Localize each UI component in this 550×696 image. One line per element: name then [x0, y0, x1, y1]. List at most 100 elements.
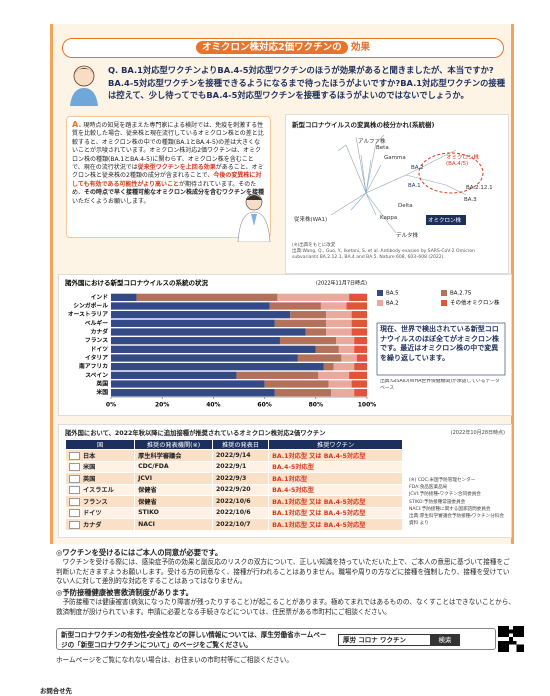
cell-text: BA.4-5対応型 — [272, 464, 314, 472]
tree-label: BA.2.12.1 — [466, 185, 493, 191]
cell-text: BA.1対応型 又は BA.4-5対応型 — [272, 452, 366, 460]
table-row: イスラエル 保健省 2022/9/20 BA.4-5対応型 — [64, 483, 403, 496]
person-icon — [70, 65, 98, 106]
cell-text: BA.4-5対応型 — [272, 487, 314, 495]
table-cell: 英国 — [64, 472, 136, 485]
contact: お問合せ先 — [40, 687, 72, 695]
bar-segment — [356, 354, 367, 362]
x-tick-label: 80% — [309, 402, 323, 409]
table-row: 英国 JCVI 2022/9/3 BA.1対応型 — [64, 472, 403, 485]
bar-segment — [326, 319, 352, 327]
bar-segment — [305, 328, 327, 336]
y-tick-label: スペイン — [85, 372, 108, 379]
cell-text: STIKO — [138, 509, 159, 517]
bar-segment — [290, 311, 327, 319]
table-cell: 2022/10/6 — [211, 506, 270, 519]
y-tick-label: 米国 — [95, 388, 108, 396]
tree-label: デルタ株 — [396, 233, 419, 239]
search-button[interactable]: 検索 — [430, 634, 460, 646]
bar-segment — [277, 293, 350, 301]
banner: オミクロン株対応2価ワクチンの 効果 — [62, 38, 504, 58]
bar-segment — [326, 311, 352, 319]
table-cell: BA.1対応型 又は BA.4-5対応型 — [268, 495, 403, 508]
chart-source: 出典:GISAID(WHA世界保健機関)が承認しているデータベース — [380, 379, 500, 391]
flag-icon — [69, 486, 80, 495]
table-cell: STIKO — [134, 506, 213, 519]
tree-label: アルファ株 — [358, 139, 386, 145]
header-cell: 推奨の発表機関(※) — [134, 439, 213, 450]
table-row: 日本 厚生科学審議会 2022/9/14 BA.1対応型 又は BA.4-5対応型 — [64, 449, 403, 462]
table-row: ドイツ STIKO 2022/10/6 BA.1対応型 又は BA.4-5対応型 — [64, 506, 403, 519]
info-text: 新型コロナワクチンの有効性・安全性などの詳しい情報については、厚生労働省ホームペ… — [61, 631, 327, 649]
figure-notes: (※)出典をもとに改変 出典:Wang, Q., Guo, Y., Iketani… — [292, 243, 502, 261]
header-cell: 国 — [64, 439, 136, 450]
bar-segment — [354, 345, 367, 353]
cell-text: 2022/10/6 — [215, 497, 251, 505]
bar-segment — [331, 389, 355, 397]
cell-text: イスラエル — [83, 487, 114, 495]
bar-segment — [236, 371, 319, 379]
cell-text: 2022/10/7 — [215, 520, 251, 528]
flag-icon — [69, 451, 80, 460]
tree-label: 従来株(WA1) — [294, 217, 328, 223]
y-tick-label: オーストラリア — [68, 311, 108, 318]
answer-text: が期待されています。そのため、 — [72, 180, 257, 197]
bar-segment — [351, 311, 367, 319]
table-note: 出典:厚生科学審議会予防接種・ワクチン分科会資料 より — [409, 514, 504, 527]
table-notes: (※) CDC:米国予防管理センター FDA:食品医薬品局 JCVI:予防接種・ワク… — [409, 477, 507, 527]
bar-segment — [341, 354, 357, 362]
table-cell: 米国 — [64, 460, 136, 473]
answer-text: いただくようお願いします。 — [72, 197, 150, 205]
bar-segment — [111, 354, 298, 362]
tree-label: BA.1 — [408, 183, 421, 189]
bar-segment — [111, 328, 306, 336]
header-cell: 推奨の発表日 — [211, 439, 270, 450]
cell-text: フランス — [83, 498, 108, 506]
cell-text: BA.1対応型 又は BA.4-5対応型 — [272, 498, 366, 506]
bar-segment — [111, 319, 275, 327]
table-cell: 2022/9/14 — [211, 449, 270, 462]
legend-swatch — [441, 290, 447, 296]
tree-label: Gamma — [384, 155, 406, 161]
answer: A. 現時点の知見を踏まえた専門家による検討では、免疫を刺激する性質を比較した場… — [66, 116, 271, 238]
figure-source: 出典:Wang, Q., Guo, Y., Iketani, S. et al.… — [292, 249, 476, 260]
cell-text: 2022/9/3 — [215, 474, 247, 482]
table-title: 諸外国において、2022年秋以降に追加接種が推奨されているオミクロン株対応2価ワ… — [65, 430, 326, 437]
table-cell: 2022/10/6 — [211, 495, 270, 508]
cell-text: 2022/10/6 — [215, 509, 251, 517]
table-cell: BA.1対応型 又は BA.4-5対応型 — [268, 449, 403, 462]
y-tick-label: フランス — [85, 337, 108, 344]
y-tick-label: シンガポール — [73, 302, 108, 310]
side-note: 現在、世界で検出されている新型コロナウイルスのほぼ全てがオミクロン株です。最近は… — [380, 325, 499, 362]
bar-segment — [328, 380, 352, 388]
table-row: 米国 CDC/FDA 2022/9/1 BA.4-5対応型 — [64, 460, 403, 473]
x-tick-label: 20% — [155, 402, 169, 409]
table-cell: BA.4-5対応型 — [268, 483, 403, 496]
date-note: (2022年11月7日時点) — [316, 280, 367, 287]
answer-label: A. — [72, 120, 82, 129]
x-tick-label: 60% — [257, 402, 271, 409]
cell-text: 英国 — [83, 475, 96, 483]
table-cell: BA.1対応型 — [268, 472, 403, 485]
cell-text: CDC/FDA — [138, 463, 169, 471]
table-cell: BA.1対応型 又は BA.4-5対応型 — [268, 518, 403, 531]
bar-segment — [351, 380, 367, 388]
cell-text: カナダ — [83, 521, 102, 529]
bar-segment — [349, 293, 367, 301]
answer-highlight: 従来型ワクチンを上回る効果 — [137, 164, 216, 172]
table-cell: ドイツ — [64, 506, 136, 519]
bar-segment — [274, 319, 327, 327]
bar-segment — [351, 319, 367, 327]
bar-segment — [111, 293, 137, 301]
bar-segment — [111, 363, 324, 371]
header-cell: 推奨ワクチン — [268, 439, 403, 450]
table-cell: 日本 — [64, 449, 136, 462]
table-cell: CDC/FDA — [134, 460, 213, 473]
bar-segment — [111, 337, 280, 345]
tree-label: Kappa — [380, 215, 398, 221]
bar-segment — [111, 302, 270, 310]
cell-text: NACI — [138, 520, 155, 528]
y-tick-label: インド — [91, 294, 109, 301]
consent-title: ◎ワクチンを受けるにはご本人の同意が必要です。 — [56, 548, 223, 557]
legend-label: BA.2 — [386, 301, 399, 307]
